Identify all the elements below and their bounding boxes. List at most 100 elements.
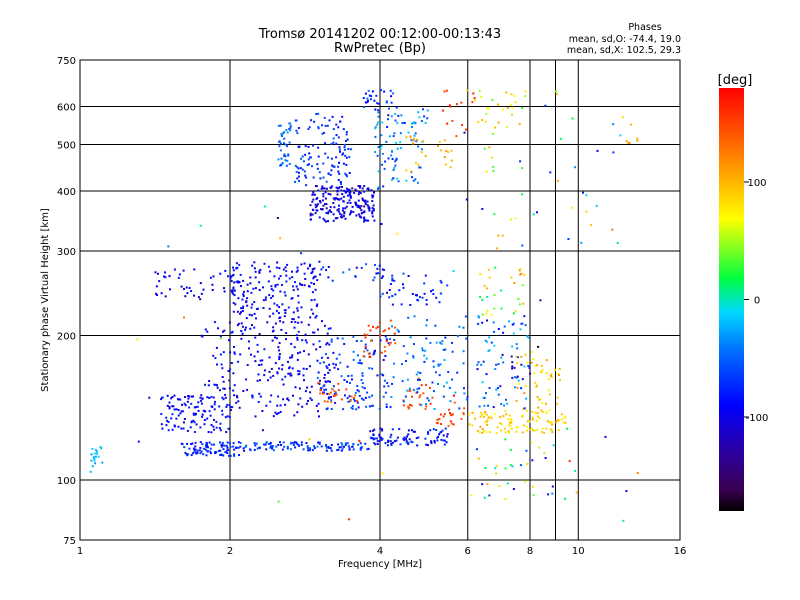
data-point	[467, 413, 470, 416]
data-point	[486, 107, 489, 110]
data-point	[425, 324, 428, 327]
data-point	[241, 325, 244, 328]
data-point	[616, 242, 619, 244]
data-point	[305, 368, 308, 370]
data-point	[380, 373, 383, 376]
data-point	[308, 448, 311, 451]
data-point	[522, 302, 525, 305]
data-point	[394, 164, 397, 167]
data-point	[405, 440, 408, 443]
data-point	[451, 119, 454, 122]
data-point	[543, 452, 546, 455]
data-point	[321, 320, 323, 323]
data-point	[377, 115, 380, 118]
data-point	[425, 403, 428, 405]
data-point	[297, 330, 300, 333]
data-point	[275, 266, 278, 269]
data-point	[332, 395, 335, 397]
data-point	[265, 448, 268, 451]
data-point	[341, 216, 344, 219]
data-point	[596, 149, 599, 152]
data-point	[361, 374, 364, 377]
data-point	[447, 425, 450, 428]
data-point	[357, 361, 360, 364]
data-point	[625, 490, 628, 493]
data-point	[158, 280, 161, 283]
data-point	[192, 412, 195, 415]
data-point	[391, 158, 394, 160]
data-point	[377, 170, 380, 173]
data-point	[502, 361, 505, 364]
data-point	[242, 293, 245, 296]
data-point	[448, 386, 451, 389]
data-point	[99, 446, 102, 448]
data-point	[383, 90, 386, 93]
data-point	[489, 415, 492, 418]
data-point	[416, 181, 419, 184]
data-point	[636, 472, 639, 475]
data-point	[442, 109, 445, 112]
data-point	[442, 415, 445, 418]
data-point	[397, 330, 400, 333]
data-point	[551, 431, 554, 434]
data-point	[399, 147, 402, 150]
data-point	[424, 349, 427, 352]
data-point	[590, 224, 593, 227]
data-point	[285, 332, 288, 334]
data-point	[439, 431, 442, 434]
data-point	[254, 276, 257, 279]
data-point	[166, 404, 169, 407]
data-point	[279, 149, 282, 152]
data-point	[160, 398, 163, 401]
data-point	[180, 410, 183, 413]
data-point	[348, 172, 351, 174]
data-point	[521, 193, 524, 196]
data-point	[516, 347, 519, 350]
data-point	[320, 389, 322, 392]
data-point	[432, 428, 435, 431]
data-point	[390, 444, 393, 446]
data-point	[223, 290, 226, 293]
data-point	[492, 406, 495, 409]
data-point	[509, 421, 512, 424]
data-point	[354, 391, 357, 394]
plot-frame	[79, 59, 681, 541]
data-point	[466, 89, 469, 92]
data-point	[512, 322, 515, 325]
data-point	[155, 292, 157, 295]
data-point	[365, 263, 368, 266]
data-point	[504, 431, 507, 434]
data-point	[488, 276, 491, 279]
data-point	[477, 121, 480, 124]
data-point	[530, 427, 533, 430]
data-point	[347, 194, 350, 197]
data-point	[186, 454, 189, 457]
data-point	[375, 327, 378, 330]
data-point	[307, 449, 310, 452]
data-point	[315, 198, 318, 201]
data-point	[571, 117, 574, 120]
data-point	[258, 289, 261, 291]
data-point	[415, 161, 417, 164]
data-point	[234, 303, 237, 306]
data-point	[525, 425, 528, 428]
data-point	[253, 312, 256, 315]
data-point	[580, 241, 583, 244]
data-point	[502, 331, 505, 334]
data-point	[310, 299, 313, 302]
data-point	[100, 447, 103, 450]
data-point	[318, 260, 321, 263]
data-point	[388, 327, 390, 330]
data-point	[313, 193, 316, 196]
data-point	[302, 374, 305, 377]
data-point	[224, 451, 227, 454]
data-point	[437, 383, 439, 385]
data-point	[479, 273, 482, 276]
y-tick-label: 200	[57, 332, 76, 343]
data-point	[278, 358, 281, 361]
data-point	[412, 179, 415, 182]
data-point	[388, 135, 391, 138]
data-point	[253, 326, 256, 329]
data-point	[359, 359, 361, 362]
data-point	[316, 209, 319, 212]
